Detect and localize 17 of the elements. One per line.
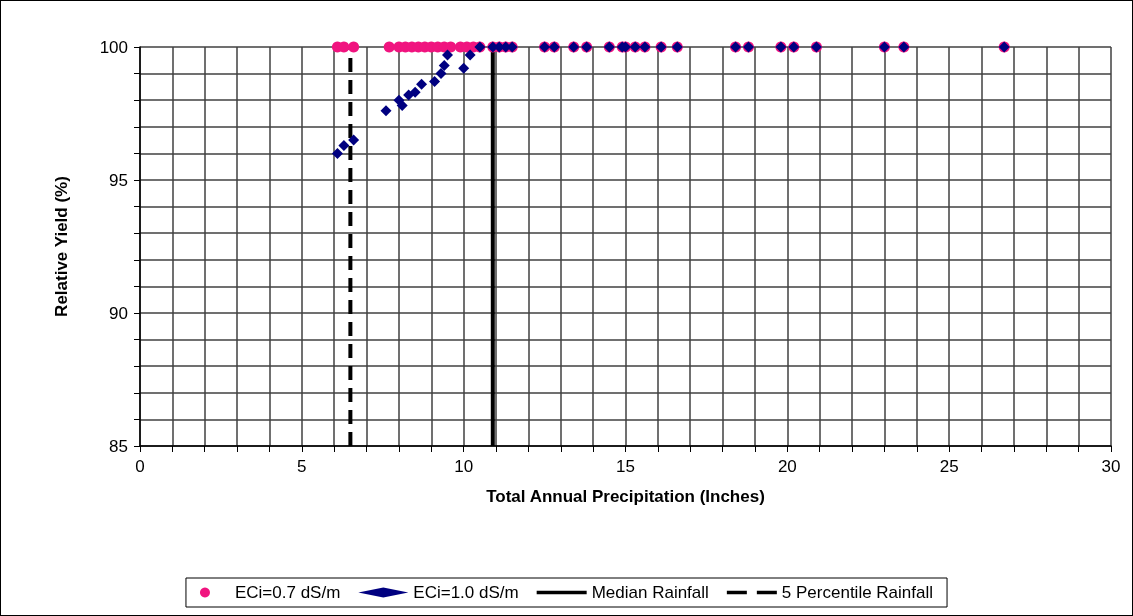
- y-tick-label: 95: [109, 170, 128, 190]
- y-tick-label: 85: [109, 436, 128, 456]
- x-tick-label: 0: [135, 457, 145, 476]
- legend-label: ECi=1.0 dS/m: [413, 583, 519, 602]
- x-tick-label: 25: [939, 457, 959, 476]
- legend-label: Median Rainfall: [591, 583, 709, 602]
- x-tick-label: 10: [454, 457, 474, 476]
- y-tick-label: 90: [109, 303, 128, 323]
- x-tick-label: 20: [777, 457, 797, 476]
- x-tick-label: 30: [1101, 457, 1121, 476]
- x-axis-title: Total Annual Precipitation (Inches): [486, 487, 765, 506]
- y-tick-label: 100: [99, 37, 128, 57]
- legend-label: ECi=0.7 dS/m: [234, 583, 341, 602]
- x-tick-label: 15: [616, 457, 635, 476]
- x-tick-label: 5: [297, 457, 307, 476]
- legend-label: 5 Percentile Rainfall: [781, 583, 934, 602]
- y-axis-title: Relative Yield (%): [52, 176, 71, 317]
